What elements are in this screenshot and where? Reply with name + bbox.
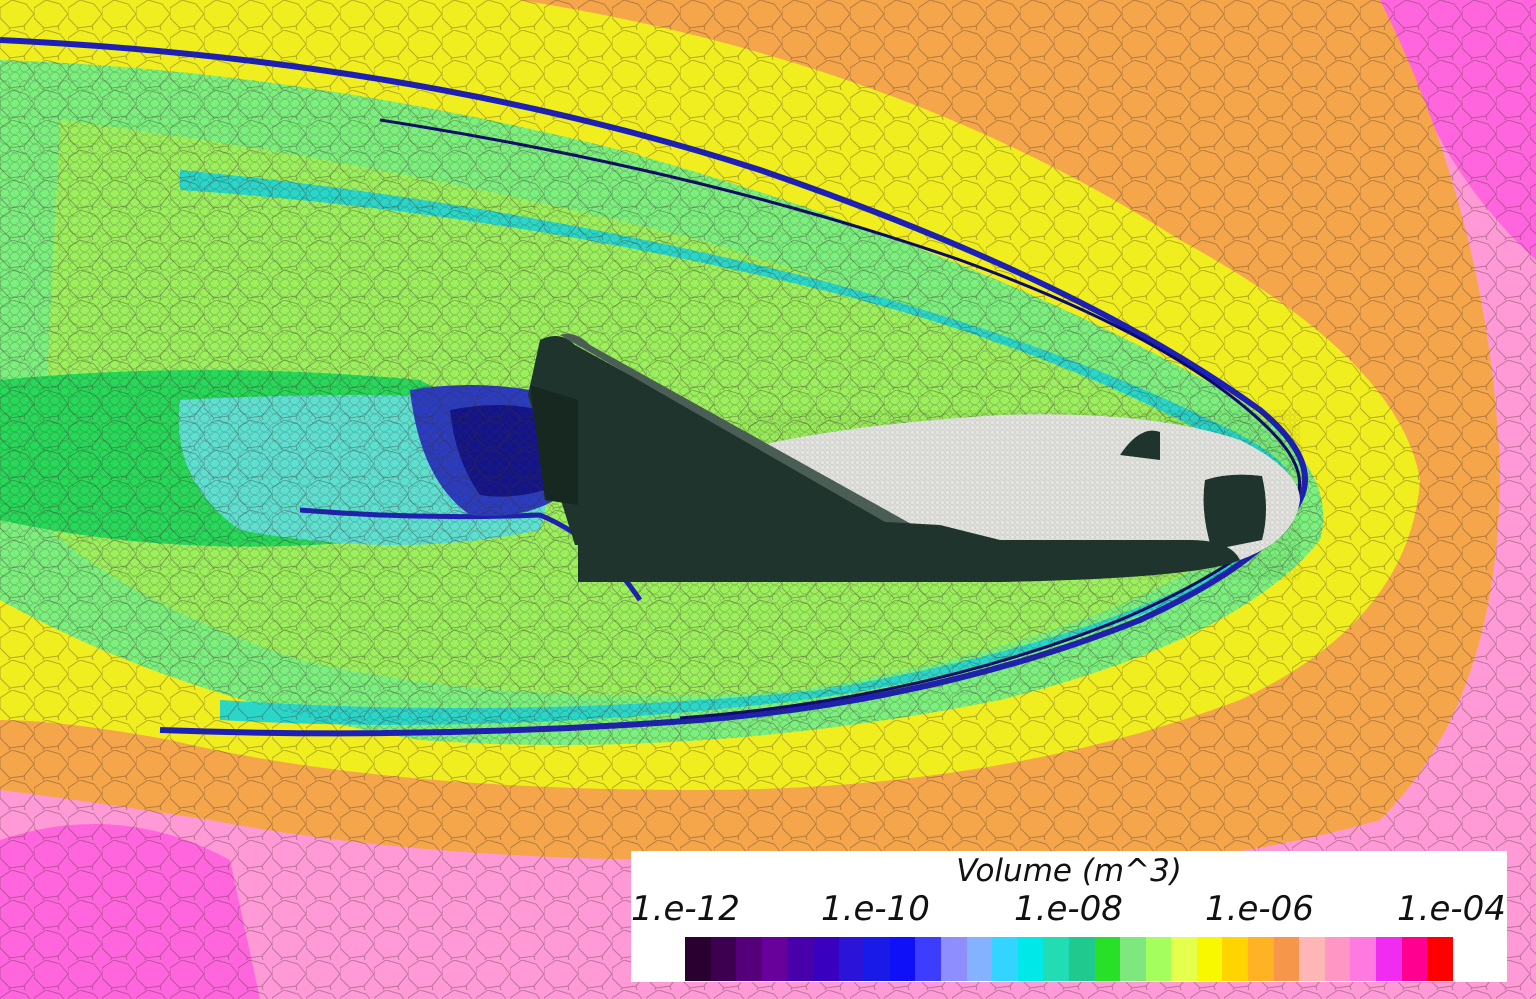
colorbar-swatch (1017, 937, 1044, 981)
legend-tick-label: 1.e-12 (631, 889, 740, 929)
colorbar-swatch (915, 937, 941, 981)
colorbar-swatch (966, 937, 993, 981)
colorbar-swatch (761, 937, 788, 981)
vehicle-lower-body (578, 505, 1240, 582)
legend-tick-label: 1.e-06 (1205, 889, 1314, 929)
colorbar-swatch (864, 937, 890, 981)
vehicle-body-flap (530, 385, 578, 505)
colorbar-swatch (710, 937, 737, 981)
vehicle-nose-band (1203, 474, 1266, 550)
colorbar-swatch (1120, 937, 1146, 981)
colorbar-swatch (838, 937, 865, 981)
colorbar-swatch (1427, 937, 1453, 981)
colorbar-swatch (889, 937, 916, 981)
colorbar-swatch (1273, 937, 1300, 981)
colorbar-swatch (736, 937, 762, 981)
colorbar-swatch (1401, 937, 1428, 981)
colorbar-swatch (1350, 937, 1377, 981)
colorbar-swatch (1222, 937, 1249, 981)
vehicle-wing (528, 336, 940, 560)
colorbar-swatch (1145, 937, 1172, 981)
vehicle-canopy (1120, 430, 1160, 460)
colorbar-swatch (1043, 937, 1069, 981)
legend-tick-label: 1.e-10 (821, 889, 930, 929)
vehicle-wing-edge (560, 333, 940, 545)
colorbar-swatch (1068, 937, 1095, 981)
colorbar-swatch (1324, 937, 1351, 981)
legend-tick-label: 1.e-04 (1397, 889, 1506, 929)
legend-colorbar (685, 937, 1453, 981)
colorbar-swatch (1094, 937, 1121, 981)
colorbar-swatch (1171, 937, 1197, 981)
colorbar-swatch (1299, 937, 1325, 981)
color-legend: Volume (m^3) 1.e-12 1.e-10 1.e-08 1.e-06… (631, 851, 1507, 982)
colorbar-swatch (812, 937, 839, 981)
legend-title: Volume (m^3) (956, 853, 1182, 889)
colorbar-swatch (1196, 937, 1223, 981)
vehicle (528, 333, 1300, 582)
colorbar-swatch (940, 937, 967, 981)
legend-tick-label: 1.e-08 (1014, 889, 1123, 929)
colorbar-swatch (1248, 937, 1274, 981)
colorbar-swatch (685, 937, 711, 981)
colorbar-swatch (787, 937, 813, 981)
colorbar-swatch (1376, 937, 1402, 981)
colorbar-swatch (992, 937, 1018, 981)
